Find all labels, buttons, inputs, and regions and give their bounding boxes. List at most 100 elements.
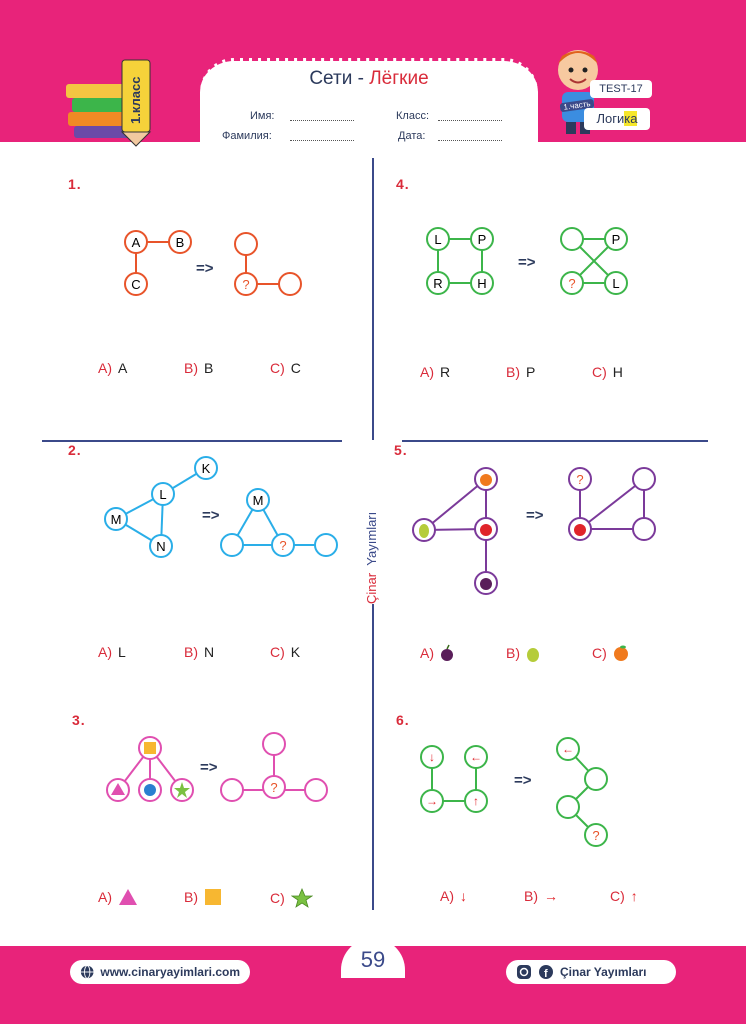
question-1-number: 1. (68, 176, 82, 192)
q4-option-a[interactable]: A) R (420, 364, 450, 380)
title-accent: Лёгкие (369, 68, 429, 89)
arrow-down-icon: ↓ (460, 888, 467, 904)
option-text: H (612, 364, 623, 380)
surname-label: Фамилия: (222, 130, 272, 142)
globe-icon (80, 965, 94, 979)
arrow-up-icon: ↑ (630, 888, 638, 904)
question-2-number: 2. (68, 442, 82, 458)
arrow-up-icon: ↑ (473, 794, 479, 808)
square-icon (205, 889, 221, 905)
q4-node-r: R (433, 276, 442, 291)
q4-arrow: => (518, 254, 536, 271)
q6-option-c[interactable]: C) ↑ (610, 888, 638, 904)
option-letter: C) (270, 644, 285, 660)
grade-badge: 1.класс (128, 77, 143, 124)
publisher-text: Çinar Yayımları (560, 965, 647, 979)
option-text: L (118, 644, 126, 660)
q5-option-b[interactable]: B) (506, 644, 540, 662)
q2-option-b[interactable]: B) N (184, 644, 214, 660)
option-letter: C) (592, 645, 607, 661)
website-text: www.cinaryayimlari.com (100, 965, 240, 979)
side-text-part2: Yayımları (364, 511, 379, 566)
q3-option-a[interactable]: A) (98, 888, 138, 906)
column-divider-top (372, 158, 374, 440)
q5-option-a[interactable]: A) (420, 644, 454, 662)
subject-badge: Логика (584, 108, 650, 130)
option-letter: A) (98, 644, 112, 660)
row-divider-left (42, 440, 342, 442)
q2-node-k: K (202, 461, 211, 476)
option-letter: A) (98, 889, 112, 905)
option-letter: C) (270, 890, 285, 906)
option-text: B (204, 360, 214, 376)
subject-prefix: Логи (596, 111, 625, 126)
row-divider-right (402, 440, 708, 442)
q6-arrow: => (514, 772, 532, 789)
q1-option-c[interactable]: C) C (270, 360, 301, 376)
pear-icon (527, 648, 539, 662)
q3-option-c[interactable]: C) (270, 888, 313, 908)
q5-node-unknown: ? (576, 472, 583, 487)
option-text: P (526, 364, 536, 380)
instagram-icon (517, 965, 531, 979)
q3-arrow: => (200, 759, 218, 776)
q2-node-n: N (156, 539, 165, 554)
title-main: Сети (309, 68, 353, 89)
option-text: N (204, 644, 215, 660)
star-icon (174, 782, 190, 798)
q2-option-a[interactable]: A) L (98, 644, 126, 660)
q2-node-m2: M (253, 493, 264, 508)
test-badge: TEST-17 (590, 80, 652, 98)
option-letter: A) (420, 364, 434, 380)
website-link[interactable]: www.cinaryayimlari.com (70, 960, 250, 984)
q2-option-c[interactable]: C) K (270, 644, 300, 660)
question-3-number: 3. (72, 712, 86, 728)
q6-option-a[interactable]: A) ↓ (440, 888, 467, 904)
option-letter: C) (592, 364, 607, 380)
side-publisher-text: Çinar Yayımları (364, 464, 379, 604)
q1-option-a[interactable]: A) A (98, 360, 127, 376)
question-4-number: 4. (396, 176, 410, 192)
orange-icon (480, 474, 492, 486)
option-letter: B) (184, 360, 198, 376)
q1-option-b[interactable]: B) B (184, 360, 213, 376)
q2-node-unknown: ? (279, 538, 286, 553)
option-letter: B) (506, 364, 520, 380)
arrow-right-icon: → (426, 794, 438, 808)
header-card (200, 58, 538, 159)
plum-icon (441, 644, 453, 661)
subject-highlight: ка (624, 111, 638, 126)
option-letter: A) (98, 360, 112, 376)
question-2-diagram: K L M N M ? => (104, 456, 338, 558)
question-6-diagram: ↓ ← → ↑ ← ? => (420, 737, 608, 847)
option-text: R (440, 364, 451, 380)
option-letter: A) (440, 888, 454, 904)
date-label: Дата: (398, 130, 426, 142)
q4-node-l: L (434, 232, 441, 247)
option-letter: C) (270, 360, 285, 376)
pear-icon (419, 524, 429, 538)
q3-option-b[interactable]: B) (184, 888, 222, 906)
option-letter: B) (184, 889, 198, 905)
q5-option-c[interactable]: C) (592, 644, 629, 662)
q3-node-unknown: ? (270, 780, 277, 795)
q4-option-b[interactable]: B) P (506, 364, 535, 380)
class-field[interactable] (438, 110, 502, 121)
option-letter: C) (610, 888, 625, 904)
q4-node-unknown: ? (568, 276, 575, 291)
title-separator: - (357, 68, 364, 89)
q6-option-b[interactable]: B) → (524, 888, 558, 904)
question-5-diagram: ? => (412, 467, 656, 595)
surname-field[interactable] (290, 130, 354, 141)
name-field[interactable] (290, 110, 354, 121)
publisher-social[interactable]: f Çinar Yayımları (506, 960, 676, 984)
q6-node-unknown: ? (592, 828, 599, 843)
q4-option-c[interactable]: C) H (592, 364, 623, 380)
date-field[interactable] (438, 130, 502, 141)
q4-node-l2: L (612, 276, 619, 291)
q5-arrow: => (526, 507, 544, 524)
option-text: K (290, 644, 301, 660)
plum-icon (480, 578, 492, 590)
q1-arrow: => (196, 260, 214, 277)
page-number: 59 (341, 938, 405, 978)
